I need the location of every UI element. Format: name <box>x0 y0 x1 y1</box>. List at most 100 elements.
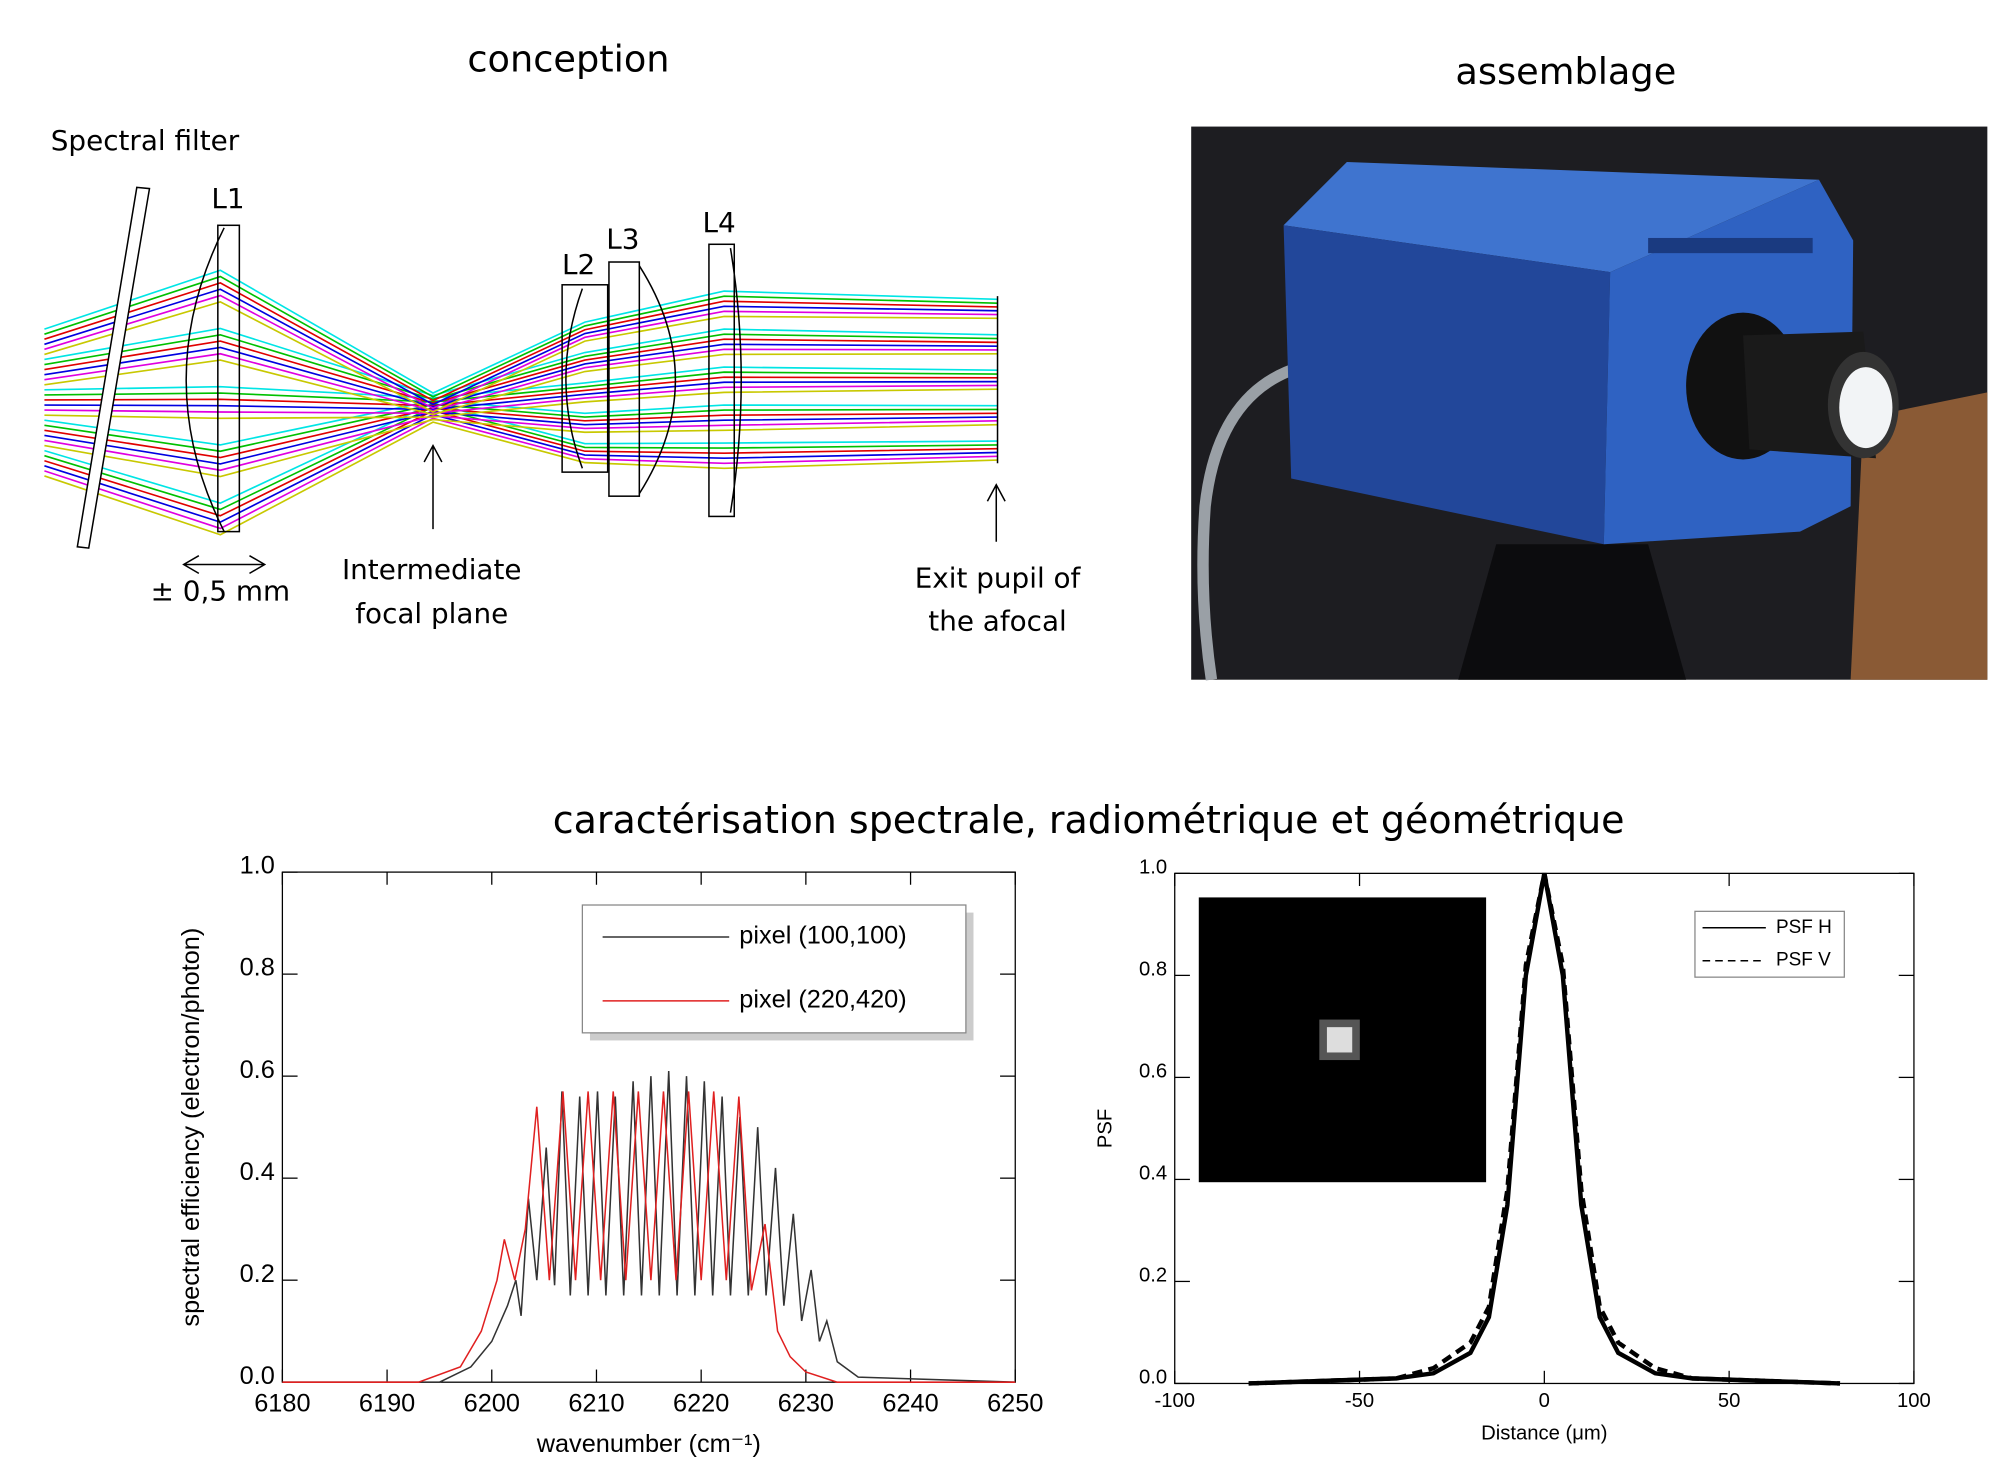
lens <box>608 261 641 497</box>
label: focal plane <box>355 597 508 630</box>
legend <box>581 904 967 1034</box>
y-tick-label: 0.6 <box>1139 1061 1167 1083</box>
x-tick-label: 100 <box>1897 1390 1931 1412</box>
ray <box>44 338 998 404</box>
y-tick-label: 1.0 <box>1139 857 1167 879</box>
label: Spectral filter <box>51 124 240 157</box>
x-axis-label: Distance (μm) <box>1481 1422 1607 1444</box>
ray <box>44 282 998 402</box>
ray <box>44 413 998 524</box>
section-title: conception <box>467 37 669 80</box>
ray <box>44 327 998 397</box>
y-axis-label: spectral efficiency (electron/photon) <box>177 928 205 1327</box>
ray <box>44 407 998 459</box>
x-tick-label: 6250 <box>987 1390 1043 1418</box>
legend-label: PSF H <box>1776 917 1832 938</box>
y-tick-label: 0.2 <box>1139 1265 1167 1287</box>
ray <box>44 384 998 415</box>
x-tick-label: -100 <box>1154 1390 1195 1412</box>
lens-surface <box>638 265 677 495</box>
label: ± 0,5 mm <box>151 574 290 607</box>
ray <box>44 399 998 446</box>
lens-surface <box>185 227 225 532</box>
lens-surface <box>729 247 742 513</box>
section-title: assemblage <box>1455 50 1676 93</box>
x-axis-label: wavenumber (cm⁻¹) <box>536 1430 761 1458</box>
lens-surface <box>565 288 584 469</box>
x-tick-label: 6220 <box>673 1390 729 1418</box>
lens <box>708 243 736 518</box>
vents <box>1648 237 1813 254</box>
x-tick-label: 6190 <box>359 1390 415 1418</box>
ray <box>44 275 998 398</box>
inset-spot <box>1326 1027 1353 1053</box>
double-arrow <box>182 555 267 575</box>
ray <box>44 414 998 472</box>
ray <box>44 380 998 411</box>
ray <box>44 288 998 406</box>
label: Exit pupil of <box>915 562 1082 595</box>
ray-bundle <box>44 269 998 536</box>
y-tick-label: 0.4 <box>240 1158 275 1186</box>
y-tick-label: 0.8 <box>240 954 275 982</box>
cable <box>1197 361 1302 681</box>
camera-top <box>1283 162 1820 273</box>
photo <box>1191 126 1988 681</box>
legend-label: pixel (100,100) <box>739 922 906 950</box>
ray <box>44 376 998 407</box>
y-axis-label: PSF <box>1095 1109 1117 1148</box>
ray <box>44 352 998 416</box>
legend-label: pixel (220,420) <box>739 986 906 1014</box>
label: Intermediate <box>342 553 522 586</box>
x-tick-label: 50 <box>1718 1390 1741 1412</box>
series-line <box>282 1071 1016 1383</box>
ray <box>44 269 998 394</box>
y-tick-label: 0.4 <box>1139 1163 1167 1185</box>
ray <box>44 406 998 511</box>
y-tick-label: 0.0 <box>240 1362 275 1390</box>
series-line <box>1248 872 1841 1386</box>
ray <box>44 371 998 403</box>
x-tick-label: 6240 <box>882 1390 938 1418</box>
legend-label: PSF V <box>1776 950 1831 971</box>
camera-side <box>1283 225 1611 545</box>
y-tick-label: 0.2 <box>240 1260 275 1288</box>
lens-label: L2 <box>562 248 595 281</box>
x-tick-label: 0 <box>1539 1390 1550 1412</box>
lens-label: L1 <box>211 182 244 215</box>
arrow <box>423 443 443 530</box>
lens <box>561 284 609 473</box>
ray <box>44 402 998 505</box>
lens-label: L3 <box>606 222 639 255</box>
lens-glass <box>1839 367 1893 449</box>
shelf <box>1850 392 1988 680</box>
y-tick-label: 0.0 <box>1139 1367 1167 1389</box>
y-tick-label: 1.0 <box>240 852 275 880</box>
ray <box>44 294 998 410</box>
ray <box>44 403 998 453</box>
x-tick-label: 6200 <box>464 1390 520 1418</box>
chart: -100 -50 0 50 100 0.0 0.2 0.4 0.6 0.8 1.0 Distance … <box>1095 857 1931 1445</box>
filter <box>76 186 151 549</box>
ray <box>44 409 998 517</box>
ray <box>44 418 998 478</box>
ray <box>44 343 998 408</box>
x-tick-label: 6180 <box>254 1390 310 1418</box>
arrow <box>986 483 1006 542</box>
chart: 6180 6190 6200 6210 6220 6230 6240 6250 0.0 0.2 0.… <box>177 852 1043 1458</box>
ray <box>44 388 998 420</box>
ray <box>44 417 998 530</box>
section-title: caractérisation spectrale, radiométrique… <box>553 798 1625 842</box>
legend <box>1694 910 1845 978</box>
ray <box>44 411 998 465</box>
y-tick-label: 0.8 <box>1139 959 1167 981</box>
tripod <box>1458 544 1687 680</box>
lens <box>217 224 241 533</box>
y-tick-label: 0.6 <box>240 1056 275 1084</box>
x-tick-label: -50 <box>1345 1390 1374 1412</box>
optics <box>76 186 1006 575</box>
ray <box>44 366 998 399</box>
ray <box>44 348 998 412</box>
series-line <box>282 1091 1016 1383</box>
